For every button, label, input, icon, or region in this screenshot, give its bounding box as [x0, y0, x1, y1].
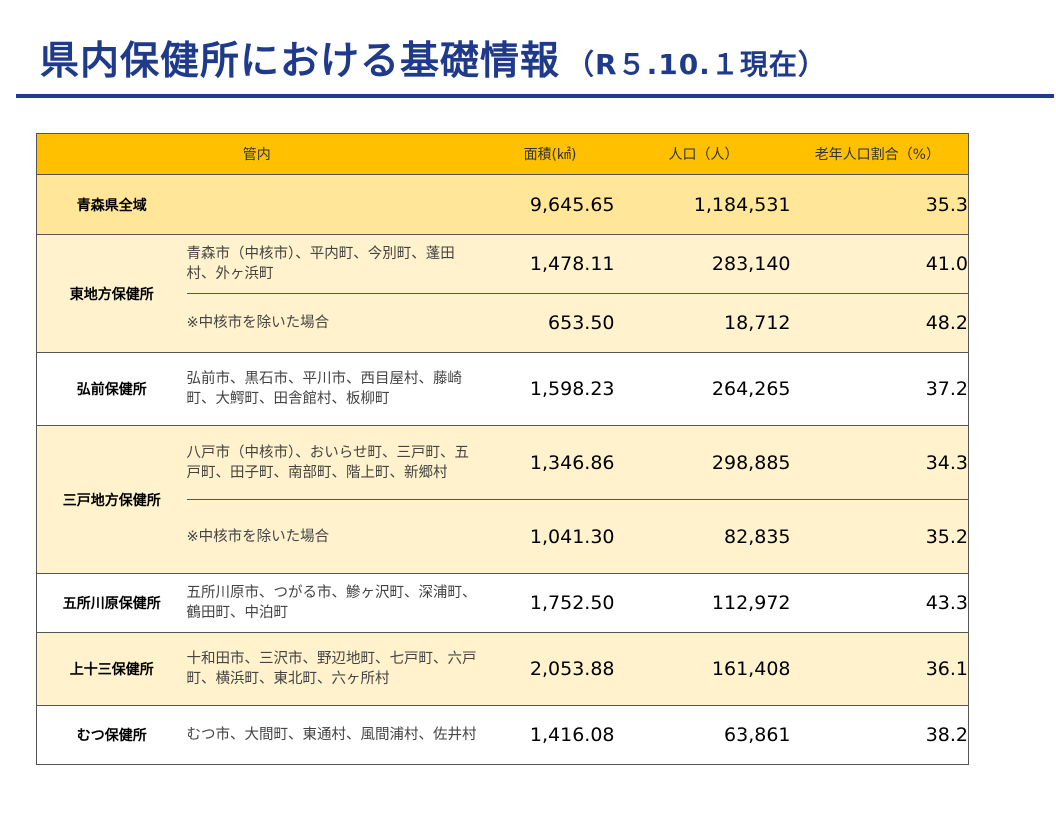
table-header-row: 管内 面積(㎢) 人口（人） 老年人口割合（%） [36, 133, 969, 175]
population-value: 161,408 [614, 632, 791, 706]
ratio-value: 34.3 [790, 425, 969, 500]
population-value: 298,885 [614, 425, 791, 500]
ratio-value: 48.2 [790, 293, 969, 353]
area-value: 653.50 [476, 293, 615, 353]
table-row: ※中核市を除いた場合 653.50 18,712 48.2 [37, 293, 969, 353]
office-name: 五所川原保健所 [36, 573, 187, 633]
municipalities: 十和田市、三沢市、野辺地町、七戸町、六戸町、横浜町、東北町、六ヶ所村 [186, 632, 477, 706]
ratio-value: 43.3 [790, 573, 969, 633]
area-value: 1,752.50 [476, 573, 615, 633]
office-name: 青森県全域 [36, 174, 187, 235]
municipalities-note: ※中核市を除いた場合 [186, 499, 477, 574]
area-value: 1,346.86 [476, 425, 615, 500]
office-name: 上十三保健所 [36, 632, 187, 706]
title-underline [16, 94, 1054, 98]
table-row: 三戸地方保健所 八戸市（中核市）、おいらせ町、三戸町、五戸町、田子町、南部町、階… [36, 425, 969, 574]
area-value: 2,053.88 [476, 632, 615, 706]
municipalities-note: ※中核市を除いた場合 [186, 293, 477, 353]
office-name: 三戸地方保健所 [36, 425, 187, 574]
area-value: 1,416.08 [476, 705, 615, 765]
ratio-value: 35.3 [790, 174, 969, 235]
header-kannai: 管内 [36, 133, 477, 175]
title-main: 県内保健所における基礎情報 [40, 39, 561, 84]
ratio-value: 36.1 [790, 632, 969, 706]
ratio-value: 35.2 [790, 499, 969, 574]
population-value: 283,140 [614, 234, 791, 294]
municipalities: 青森市（中核市）、平内町、今別町、蓬田村、外ヶ浜町 [186, 234, 477, 294]
municipalities [186, 174, 477, 235]
page-title: 県内保健所における基礎情報 （R５.10.１現在） [40, 30, 827, 90]
table-row: 青森県全域 9,645.65 1,184,531 35.3 [36, 174, 969, 235]
table-row: むつ保健所 むつ市、大間町、東通村、風間浦村、佐井村 1,416.08 63,8… [36, 705, 969, 765]
header-population: 人口（人） [614, 133, 791, 175]
table-row: ※中核市を除いた場合 1,041.30 82,835 35.2 [37, 499, 969, 574]
population-value: 264,265 [614, 352, 791, 426]
office-name: むつ保健所 [36, 705, 187, 765]
office-name: 弘前保健所 [36, 352, 187, 426]
table-row: 弘前保健所 弘前市、黒石市、平川市、西目屋村、藤崎町、大鰐町、田舎館村、板柳町 … [36, 352, 969, 426]
table-row: 五所川原保健所 五所川原市、つがる市、鰺ヶ沢町、深浦町、鶴田町、中泊町 1,75… [36, 573, 969, 633]
population-value: 18,712 [614, 293, 791, 353]
ratio-value: 41.0 [790, 234, 969, 294]
area-value: 9,645.65 [476, 174, 615, 235]
municipalities: むつ市、大間町、東通村、風間浦村、佐井村 [186, 705, 477, 765]
area-value: 1,478.11 [476, 234, 615, 294]
area-value: 1,598.23 [476, 352, 615, 426]
table-row: 東地方保健所 青森市（中核市）、平内町、今別町、蓬田村、外ヶ浜町 1,478.1… [36, 234, 969, 353]
health-center-table: 管内 面積(㎢) 人口（人） 老年人口割合（%） 青森県全域 9,645.65 … [36, 133, 969, 765]
municipalities: 八戸市（中核市）、おいらせ町、三戸町、五戸町、田子町、南部町、階上町、新郷村 [186, 425, 477, 500]
ratio-value: 37.2 [790, 352, 969, 426]
header-area: 面積(㎢) [476, 133, 615, 175]
municipalities: 五所川原市、つがる市、鰺ヶ沢町、深浦町、鶴田町、中泊町 [186, 573, 477, 633]
population-value: 82,835 [614, 499, 791, 574]
population-value: 112,972 [614, 573, 791, 633]
area-value: 1,041.30 [476, 499, 615, 574]
table-row: 上十三保健所 十和田市、三沢市、野辺地町、七戸町、六戸町、横浜町、東北町、六ヶ所… [36, 632, 969, 706]
population-value: 1,184,531 [614, 174, 791, 235]
ratio-value: 38.2 [790, 705, 969, 765]
office-name: 東地方保健所 [36, 234, 187, 353]
population-value: 63,861 [614, 705, 791, 765]
title-date: （R５.10.１現在） [566, 48, 827, 81]
municipalities: 弘前市、黒石市、平川市、西目屋村、藤崎町、大鰐町、田舎館村、板柳町 [186, 352, 477, 426]
header-elderly-ratio: 老年人口割合（%） [790, 133, 969, 175]
